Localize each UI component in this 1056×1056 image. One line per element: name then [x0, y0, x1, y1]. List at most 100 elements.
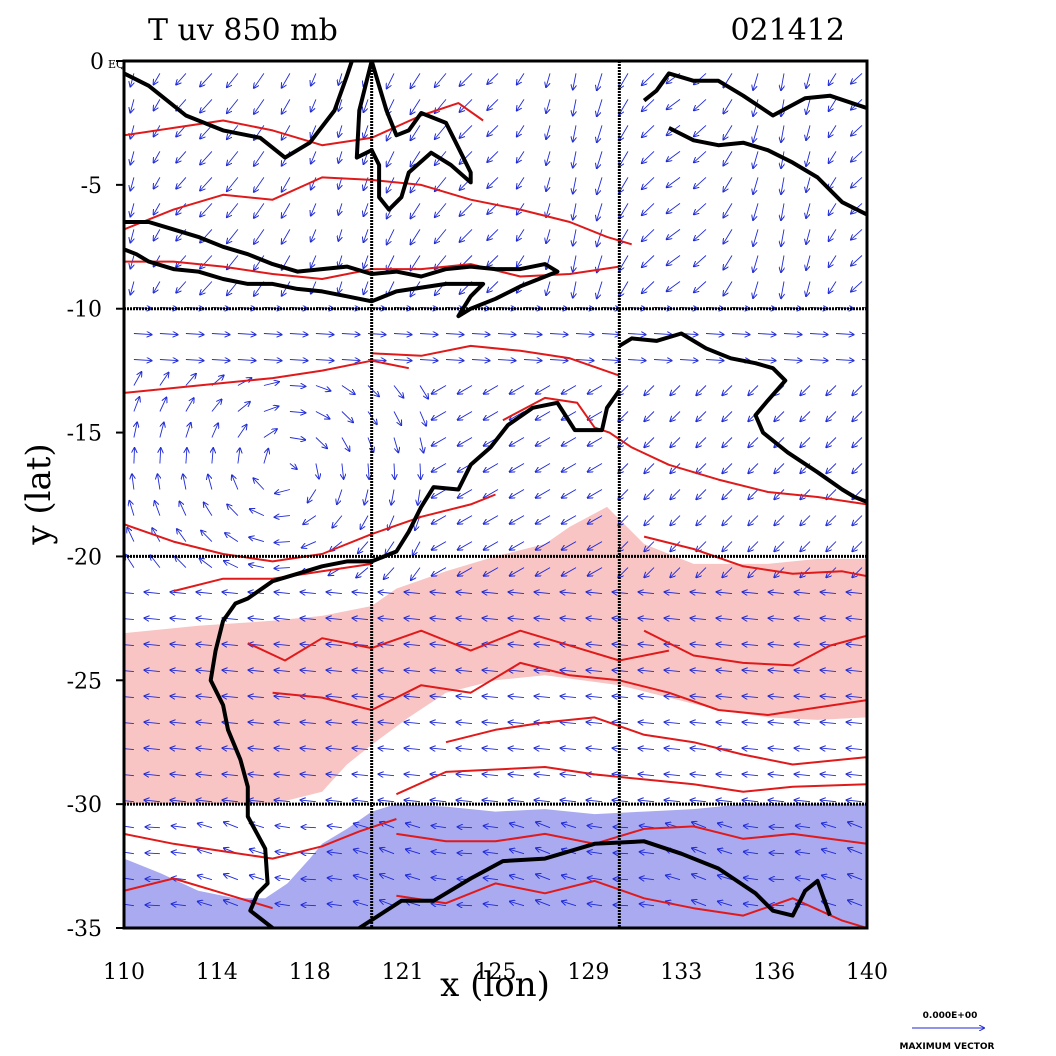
wind-vector [338, 99, 342, 110]
wind-vector [406, 875, 421, 881]
wind-vector [743, 800, 759, 802]
wind-vector [705, 334, 724, 335]
wind-vector [327, 696, 342, 698]
wind-vector [796, 878, 811, 880]
wind-vector [588, 826, 603, 828]
wind-vector [379, 696, 395, 698]
wind-vector [770, 827, 785, 828]
wind-vector [665, 618, 681, 620]
wind-vector [822, 849, 837, 855]
wind-vector [282, 73, 291, 87]
wind-vector [639, 748, 655, 750]
wind-vector [723, 229, 733, 243]
wind-vector [640, 826, 655, 828]
wind-vector [546, 229, 551, 243]
wind-vector [748, 489, 759, 500]
wind-vector [379, 618, 395, 620]
wind-vector [639, 670, 655, 672]
wind-vector [154, 177, 161, 188]
wind-vector [457, 774, 473, 776]
wind-vector [644, 411, 655, 422]
wind-vector [639, 618, 655, 620]
wind-vector [800, 515, 811, 526]
wind-vector [133, 334, 152, 335]
wind-vector [457, 670, 473, 672]
wind-vector [171, 748, 186, 750]
wind-vector [692, 874, 707, 881]
wind-vector [781, 281, 784, 299]
wind-vector [145, 618, 160, 620]
wind-vector [223, 670, 238, 672]
wind-vector [405, 748, 421, 750]
temperature-contour [124, 493, 496, 563]
wind-vector [510, 567, 525, 576]
wind-vector [341, 385, 355, 395]
y-tick-label-eq: EQ [108, 58, 125, 71]
plot-area [124, 61, 867, 928]
wind-vector [225, 533, 239, 542]
wind-vector [806, 177, 811, 192]
wind-vector [691, 670, 707, 672]
wind-vector [484, 826, 499, 828]
wind-vector [667, 99, 681, 109]
wind-vector [130, 73, 134, 86]
wind-vector [419, 360, 438, 361]
wind-vector [275, 722, 290, 724]
wind-vector [723, 177, 733, 191]
wind-vector [835, 360, 854, 361]
wind-vector [601, 334, 620, 335]
wind-vector [588, 463, 603, 472]
wind-vector [289, 438, 305, 440]
warm-temperature-band [124, 506, 867, 805]
wind-vector [722, 489, 733, 500]
wind-vector [405, 592, 421, 594]
wind-vector [337, 489, 343, 505]
wind-vector [223, 644, 238, 646]
wind-vector [418, 489, 420, 505]
wind-vector [744, 878, 759, 880]
wind-vector [379, 592, 395, 594]
wind-vector [753, 229, 759, 246]
wind-vector [432, 878, 447, 880]
wind-vector [419, 385, 428, 399]
wind-vector [276, 904, 290, 906]
wind-vector [315, 308, 334, 309]
wind-vector [717, 618, 733, 620]
wind-vector [573, 255, 576, 272]
wind-vector [722, 385, 733, 396]
wind-vector [435, 229, 447, 243]
x-tick-label: 125 [475, 960, 517, 985]
wind-vector [665, 722, 681, 724]
wind-vector [769, 618, 785, 620]
temperature-contour [124, 359, 409, 394]
wind-vector [696, 489, 707, 500]
wind-vector [753, 255, 759, 273]
wind-vector [130, 229, 134, 242]
wind-vector [249, 618, 264, 620]
wind-vector [227, 177, 239, 191]
wind-vector [743, 748, 759, 750]
wind-vector [364, 489, 368, 505]
coastlines [124, 61, 867, 928]
wind-vector [387, 229, 395, 244]
wind-vector [431, 800, 447, 802]
wind-vector [743, 670, 759, 672]
wind-vector [327, 644, 342, 646]
wind-vector [211, 360, 230, 361]
wind-vector [146, 879, 160, 880]
x-tick-label: 110 [103, 960, 145, 985]
x-tick-label: 129 [567, 960, 609, 985]
wind-vector [432, 515, 447, 524]
wind-vector [327, 618, 342, 620]
wind-vector [546, 125, 551, 139]
legend-value: 0.000E+00 [923, 1011, 978, 1021]
wind-vector [249, 670, 264, 672]
y-tick-label: -10 [67, 298, 102, 323]
wind-vector [176, 281, 187, 293]
wind-vector [387, 151, 395, 166]
wind-vector [405, 670, 421, 672]
wind-vector [696, 411, 707, 422]
wind-vector [587, 748, 603, 750]
wind-vector [588, 904, 603, 906]
wind-vector [536, 411, 551, 420]
